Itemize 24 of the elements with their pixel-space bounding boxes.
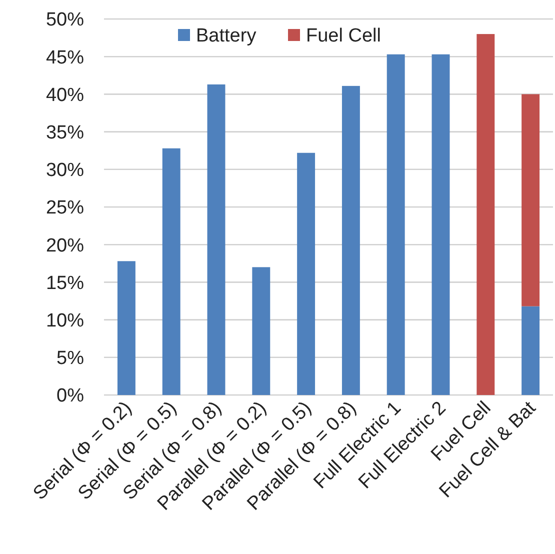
bar	[117, 261, 136, 395]
y-tick-label: 30%	[46, 160, 84, 182]
y-tick-label: 40%	[46, 84, 84, 106]
bar	[432, 54, 450, 395]
y-tick-label: 45%	[46, 47, 84, 68]
bar	[476, 34, 495, 395]
legend-label: Battery	[196, 26, 257, 47]
legend-label: Fuel Cell	[306, 26, 381, 47]
y-tick-label: 35%	[46, 122, 84, 144]
bar	[297, 152, 316, 395]
y-tick-label: 0%	[56, 386, 84, 407]
y-tick-label: 15%	[46, 272, 84, 294]
bar	[522, 94, 540, 306]
y-tick-label: 10%	[46, 310, 84, 332]
bar	[207, 84, 226, 395]
bar	[162, 148, 180, 395]
y-tick-label: 5%	[56, 348, 84, 370]
bar	[342, 86, 360, 395]
y-tick-label: 20%	[46, 235, 84, 256]
bar	[522, 306, 540, 395]
y-tick-label: 50%	[46, 10, 84, 31]
y-tick-label: 25%	[46, 198, 84, 219]
bar	[386, 54, 405, 395]
bar	[252, 267, 270, 395]
